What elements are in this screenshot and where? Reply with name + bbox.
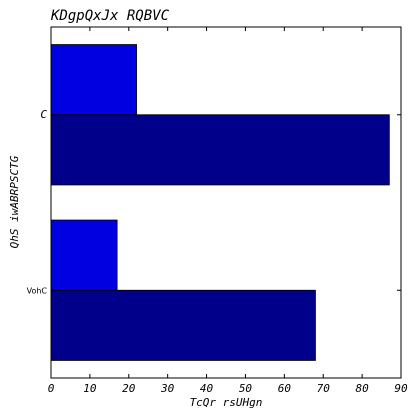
bar-c-series-1 <box>50 114 390 186</box>
x-tick-label: 90 <box>394 382 408 395</box>
chart-title: KDgpQxJx RQBVC <box>50 8 170 24</box>
x-tick-label: 20 <box>122 382 136 395</box>
x-tick-label: 70 <box>317 382 331 395</box>
y-axis-ticks: VohC C <box>27 108 401 295</box>
bar-vohc-series-2 <box>50 219 118 291</box>
x-axis-label: TcQr rsUHgn <box>190 396 263 409</box>
x-tick-label: 40 <box>200 382 214 395</box>
bar-vohc-series-1 <box>50 289 316 361</box>
bar-c-series-2 <box>50 44 137 116</box>
x-tick-label: 10 <box>83 382 97 395</box>
plot-frame <box>50 26 402 379</box>
x-tick-label: 60 <box>278 382 292 395</box>
y-tick-label: C <box>40 108 47 121</box>
y-tick-label: VohC <box>27 286 48 295</box>
x-tick-label: 80 <box>355 382 369 395</box>
x-tick-label: 50 <box>239 382 253 395</box>
x-axis-ticks: 0 10 20 30 40 50 60 70 80 90 <box>48 27 408 395</box>
y-axis-label: QhS iwABRPSCTG <box>8 155 21 248</box>
x-tick-label: 30 <box>160 382 175 395</box>
bars-group <box>50 44 390 361</box>
x-tick-label: 0 <box>48 382 55 395</box>
